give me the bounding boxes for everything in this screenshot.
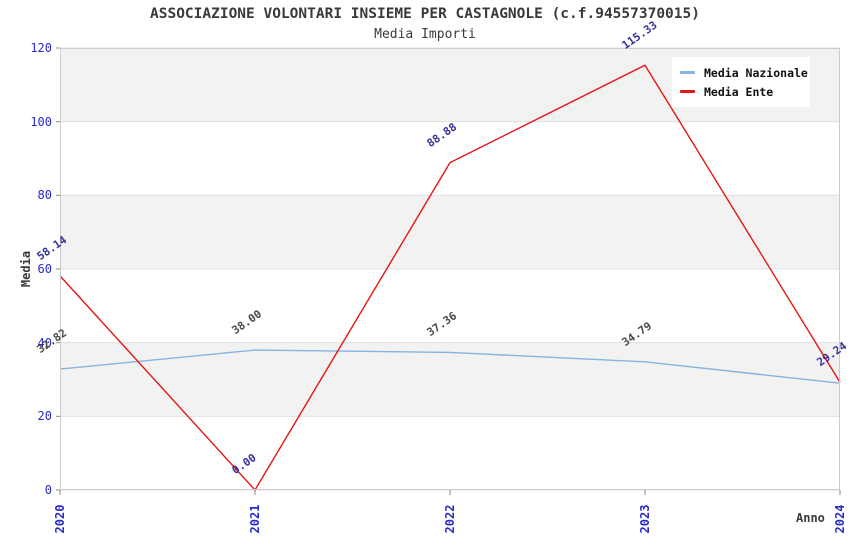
x-tick-label: 2023: [638, 504, 652, 534]
series-line-media-nazionale: [59, 349, 841, 384]
grid-stripe: [60, 342, 840, 417]
y-tick-label: 0: [44, 483, 52, 497]
x-tick-label: 2024: [833, 504, 847, 534]
legend-label-media-ente: Media Ente: [704, 84, 774, 99]
y-tick-label: 20: [37, 409, 52, 424]
y-tick-label: 120: [30, 41, 52, 55]
legend-swatch-media-nazionale: [680, 71, 695, 74]
legend-item-media-ente: Media Ente: [680, 82, 810, 101]
series-line-media-ente: [59, 64, 841, 491]
x-tick-label: 2021: [248, 504, 262, 534]
legend: Media Nazionale Media Ente: [672, 57, 810, 107]
x-tick-label: 2020: [53, 504, 67, 534]
y-tick-label: 80: [37, 188, 52, 203]
y-tick-label: 40: [37, 335, 52, 350]
legend-label-media-nazionale: Media Nazionale: [704, 65, 808, 80]
legend-item-media-nazionale: Media Nazionale: [680, 63, 810, 82]
x-tick-label: 2022: [443, 504, 457, 534]
y-tick-label: 60: [37, 262, 52, 276]
x-axis-title: Anno: [796, 511, 825, 525]
legend-swatch-media-ente: [680, 90, 695, 93]
chart-subtitle: Media Importi: [374, 27, 476, 42]
chart-title: ASSOCIAZIONE VOLONTARI INSIEME PER CASTA…: [150, 6, 700, 22]
y-tick-label: 100: [30, 114, 52, 129]
grid-stripe: [60, 195, 840, 269]
